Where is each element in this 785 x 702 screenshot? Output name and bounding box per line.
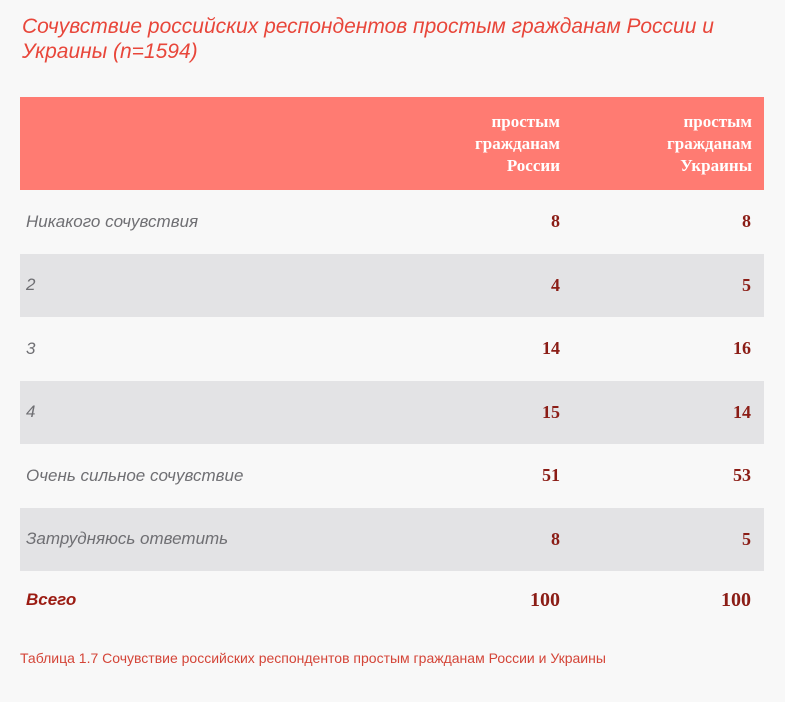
value-russia: 8: [414, 190, 575, 254]
table-row: Очень сильное сочувствие 51 53: [20, 444, 764, 508]
header-empty-cell: [20, 97, 414, 190]
row-label: 3: [20, 317, 414, 381]
value-russia: 8: [414, 507, 575, 571]
row-label: 2: [20, 253, 414, 317]
row-label: Очень сильное сочувствие: [20, 444, 414, 508]
row-label: Никакого сочувствия: [20, 190, 414, 254]
value-russia: 51: [414, 444, 575, 508]
value-ukraine: 16: [575, 317, 764, 381]
total-russia: 100: [414, 571, 575, 629]
value-russia: 14: [414, 317, 575, 381]
data-table: простым гражданам России простым граждан…: [20, 97, 764, 629]
table-title: Сочувствие российских респондентов прост…: [22, 15, 714, 63]
header-line: простым: [683, 111, 753, 131]
table-row: 3 14 16: [20, 317, 764, 381]
table-caption: Таблица 1.7 Сочувствие российских респон…: [20, 650, 606, 666]
header-line: простым: [491, 111, 561, 131]
total-label: Всего: [20, 571, 414, 629]
value-ukraine: 53: [575, 444, 764, 508]
row-label: Затрудняюсь ответить: [20, 507, 414, 571]
table-row: Затрудняюсь ответить 8 5: [20, 507, 764, 571]
value-ukraine: 8: [575, 190, 764, 254]
value-russia: 4: [414, 253, 575, 317]
column-header-russia: простым гражданам России: [414, 97, 575, 190]
total-ukraine: 100: [575, 571, 764, 629]
table-header-row: простым гражданам России простым граждан…: [20, 97, 764, 190]
table-row: 2 4 5: [20, 253, 764, 317]
header-line: гражданам: [667, 133, 752, 153]
column-header-ukraine: простым гражданам Украины: [575, 97, 764, 190]
total-row: Всего 100 100: [20, 571, 764, 629]
table-row: 4 15 14: [20, 380, 764, 444]
header-line: России: [506, 155, 560, 175]
value-ukraine: 5: [575, 253, 764, 317]
table-row: Никакого сочувствия 8 8: [20, 190, 764, 254]
value-ukraine: 14: [575, 380, 764, 444]
value-ukraine: 5: [575, 507, 764, 571]
header-line: Украины: [680, 155, 752, 175]
header-line: гражданам: [475, 133, 560, 153]
value-russia: 15: [414, 380, 575, 444]
row-label: 4: [20, 380, 414, 444]
